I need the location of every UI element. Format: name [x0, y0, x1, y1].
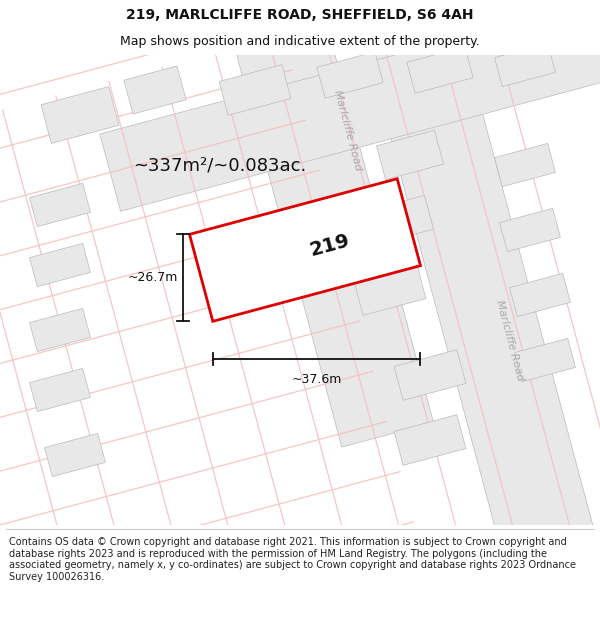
Polygon shape — [317, 52, 383, 98]
Polygon shape — [367, 196, 434, 244]
Polygon shape — [500, 208, 560, 252]
Polygon shape — [494, 143, 556, 187]
Text: 219, MARLCLIFFE ROAD, SHEFFIELD, S6 4AH: 219, MARLCLIFFE ROAD, SHEFFIELD, S6 4AH — [126, 8, 474, 22]
Text: Marlcliffe Road: Marlcliffe Road — [332, 89, 364, 171]
Text: Map shows position and indicative extent of the property.: Map shows position and indicative extent… — [120, 35, 480, 48]
Text: ~37.6m: ~37.6m — [292, 373, 342, 386]
Polygon shape — [376, 131, 443, 179]
Polygon shape — [29, 243, 91, 287]
Polygon shape — [190, 179, 421, 321]
Polygon shape — [354, 264, 426, 316]
Polygon shape — [509, 273, 571, 317]
Polygon shape — [219, 64, 291, 116]
Polygon shape — [394, 349, 466, 401]
Text: Contains OS data © Crown copyright and database right 2021. This information is : Contains OS data © Crown copyright and d… — [9, 537, 576, 582]
Polygon shape — [407, 47, 473, 93]
Polygon shape — [124, 66, 186, 114]
Polygon shape — [29, 308, 91, 352]
Polygon shape — [187, 0, 434, 447]
Polygon shape — [494, 43, 556, 87]
Text: ~337m²/~0.083ac.: ~337m²/~0.083ac. — [133, 156, 307, 174]
Polygon shape — [29, 368, 91, 412]
Text: 219: 219 — [308, 231, 352, 259]
Polygon shape — [367, 23, 600, 625]
Polygon shape — [44, 433, 106, 477]
Polygon shape — [41, 87, 119, 143]
Text: Marlcliffe Road: Marlcliffe Road — [494, 299, 526, 381]
Polygon shape — [100, 0, 600, 211]
Polygon shape — [515, 338, 575, 382]
Polygon shape — [29, 183, 91, 227]
Polygon shape — [394, 414, 466, 466]
Text: ~26.7m: ~26.7m — [127, 271, 178, 284]
